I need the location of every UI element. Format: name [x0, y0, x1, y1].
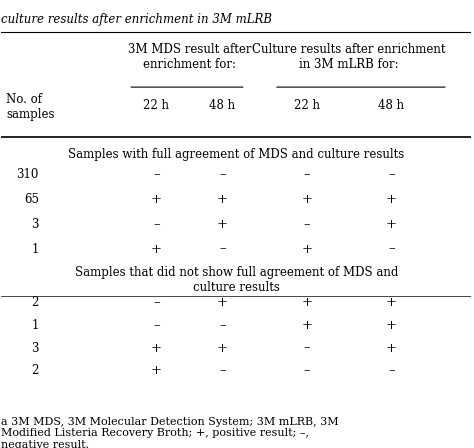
Text: –: – — [303, 341, 310, 354]
Text: +: + — [301, 296, 312, 309]
Text: 2: 2 — [32, 296, 39, 309]
Text: –: – — [219, 242, 226, 255]
Text: –: – — [388, 242, 395, 255]
Text: a 3M MDS, 3M Molecular Detection System; 3M mLRB, 3M
Modified: a 3M MDS, 3M Molecular Detection System;… — [0, 447, 1, 448]
Text: 22 h: 22 h — [294, 99, 320, 112]
Text: 48 h: 48 h — [209, 99, 236, 112]
Text: +: + — [386, 341, 397, 354]
Text: –: – — [388, 364, 395, 377]
Text: –: – — [303, 218, 310, 231]
Text: –: – — [153, 319, 160, 332]
Text: +: + — [386, 296, 397, 309]
Text: +: + — [301, 242, 312, 255]
Text: No. of
samples: No. of samples — [6, 93, 55, 121]
Text: +: + — [151, 242, 162, 255]
Text: culture results after enrichment in 3M mLRB: culture results after enrichment in 3M m… — [1, 13, 273, 26]
Text: 3M MDS result after
enrichment for:: 3M MDS result after enrichment for: — [128, 43, 251, 71]
Text: –: – — [153, 218, 160, 231]
Text: –: – — [219, 168, 226, 181]
Text: Culture results after enrichment
in 3M mLRB for:: Culture results after enrichment in 3M m… — [253, 43, 446, 71]
Text: +: + — [151, 341, 162, 354]
Text: +: + — [386, 319, 397, 332]
Text: 22 h: 22 h — [144, 99, 170, 112]
Text: +: + — [301, 193, 312, 206]
Text: +: + — [386, 193, 397, 206]
Text: –: – — [153, 168, 160, 181]
Text: +: + — [386, 218, 397, 231]
Text: 310: 310 — [17, 168, 39, 181]
Text: 48 h: 48 h — [378, 99, 404, 112]
Text: Samples with full agreement of MDS and culture results: Samples with full agreement of MDS and c… — [68, 148, 404, 161]
Text: 2: 2 — [32, 364, 39, 377]
Text: Samples that did not show full agreement of MDS and
culture results: Samples that did not show full agreement… — [75, 266, 398, 294]
Text: 1: 1 — [32, 242, 39, 255]
Text: 1: 1 — [32, 319, 39, 332]
Text: –: – — [219, 319, 226, 332]
Text: +: + — [151, 193, 162, 206]
Text: +: + — [151, 364, 162, 377]
Text: +: + — [217, 218, 228, 231]
Text: –: – — [388, 168, 395, 181]
Text: +: + — [217, 296, 228, 309]
Text: +: + — [217, 193, 228, 206]
Text: +: + — [301, 319, 312, 332]
Text: 65: 65 — [24, 193, 39, 206]
Text: –: – — [303, 364, 310, 377]
Text: –: – — [153, 296, 160, 309]
Text: +: + — [217, 341, 228, 354]
Text: –: – — [219, 364, 226, 377]
Text: –: – — [303, 168, 310, 181]
Text: 3: 3 — [31, 218, 39, 231]
Text: a 3M MDS, 3M Molecular Detection System; 3M mLRB, 3M
Modified Listeria Recovery : a 3M MDS, 3M Molecular Detection System;… — [1, 417, 339, 448]
Text: 3: 3 — [31, 341, 39, 354]
